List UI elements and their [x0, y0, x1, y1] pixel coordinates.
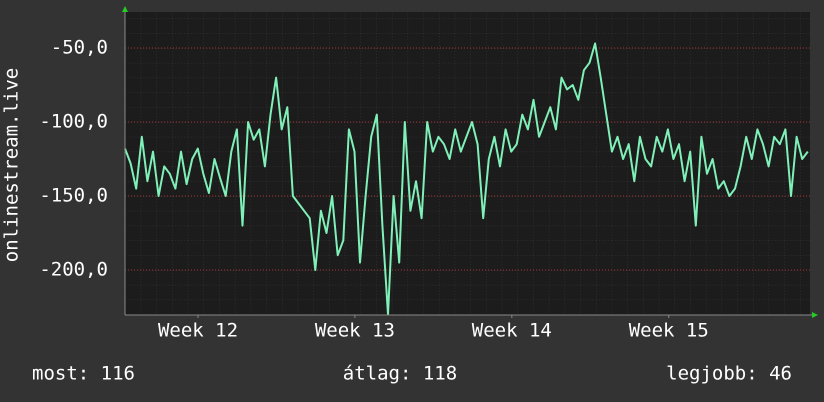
y-tick-label: -200,0 [39, 259, 108, 281]
plot: -50,0 -100,0 -150,0 -200,0 Week 12 Week 13 Wee… [39, 36, 810, 342]
x-tick-label: Week 12 [158, 320, 238, 342]
y-tick-label: -150,0 [39, 184, 108, 206]
y-axis-arrow [122, 6, 128, 12]
x-tick-label: Week 14 [472, 320, 552, 342]
stat-best: legjobb: 46 [666, 363, 792, 385]
x-tick-label: Week 13 [315, 320, 395, 342]
x-axis-arrow [812, 312, 818, 318]
x-tick-label: Week 15 [629, 320, 709, 342]
y-tick-label: -100,0 [39, 110, 108, 132]
y-axis-label: onlinestream.live [1, 68, 23, 262]
stat-average: átlag: 118 [343, 363, 457, 385]
data-line [124, 42, 809, 316]
stat-current: most: 116 [32, 363, 135, 385]
y-tick-label: -50,0 [51, 36, 108, 58]
